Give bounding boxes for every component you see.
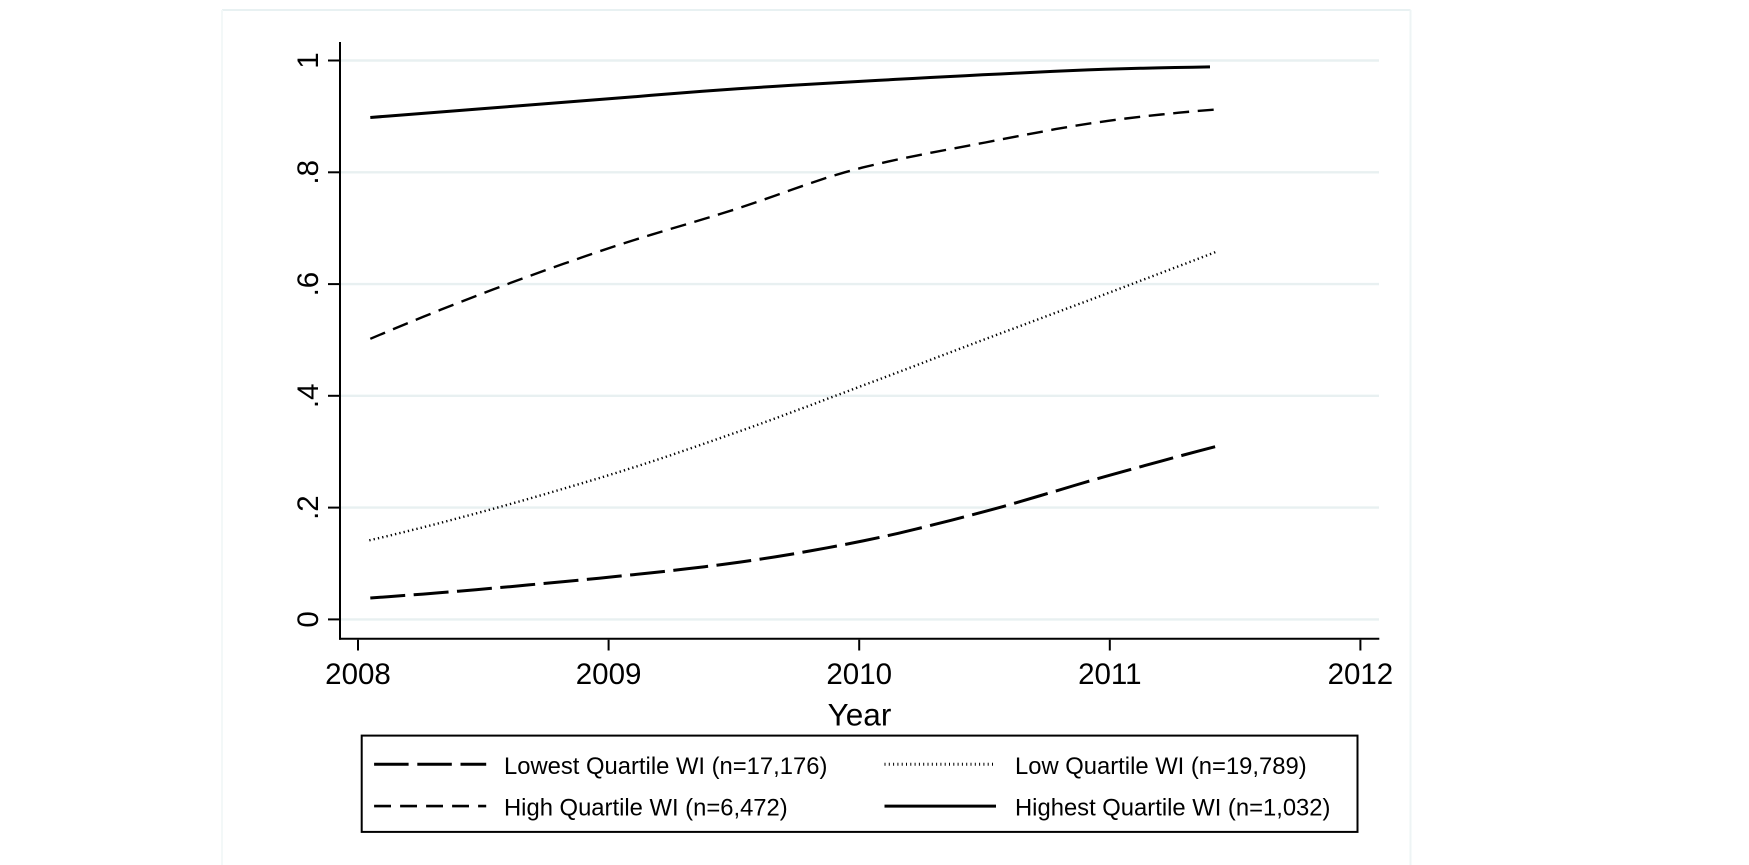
svg-text:.6: .6 — [292, 272, 325, 297]
svg-text:2010: 2010 — [826, 658, 892, 691]
svg-text:Highest Quartile WI (n=1,032): Highest Quartile WI (n=1,032) — [1015, 795, 1330, 822]
svg-text:2009: 2009 — [576, 658, 642, 691]
svg-text:.8: .8 — [292, 160, 325, 185]
svg-text:Low Quartile WI (n=19,789): Low Quartile WI (n=19,789) — [1015, 753, 1307, 780]
svg-text:1: 1 — [292, 52, 325, 68]
svg-text:0: 0 — [292, 611, 325, 627]
svg-text:.2: .2 — [292, 495, 325, 520]
svg-text:.4: .4 — [292, 383, 325, 408]
svg-text:2011: 2011 — [1078, 658, 1141, 691]
svg-text:2008: 2008 — [325, 658, 391, 691]
svg-text:2012: 2012 — [1328, 658, 1394, 691]
svg-text:Lowest Quartile WI (n=17,176): Lowest Quartile WI (n=17,176) — [504, 753, 827, 780]
svg-text:Year: Year — [828, 697, 892, 733]
svg-text:High Quartile WI (n=6,472): High Quartile WI (n=6,472) — [504, 795, 788, 822]
